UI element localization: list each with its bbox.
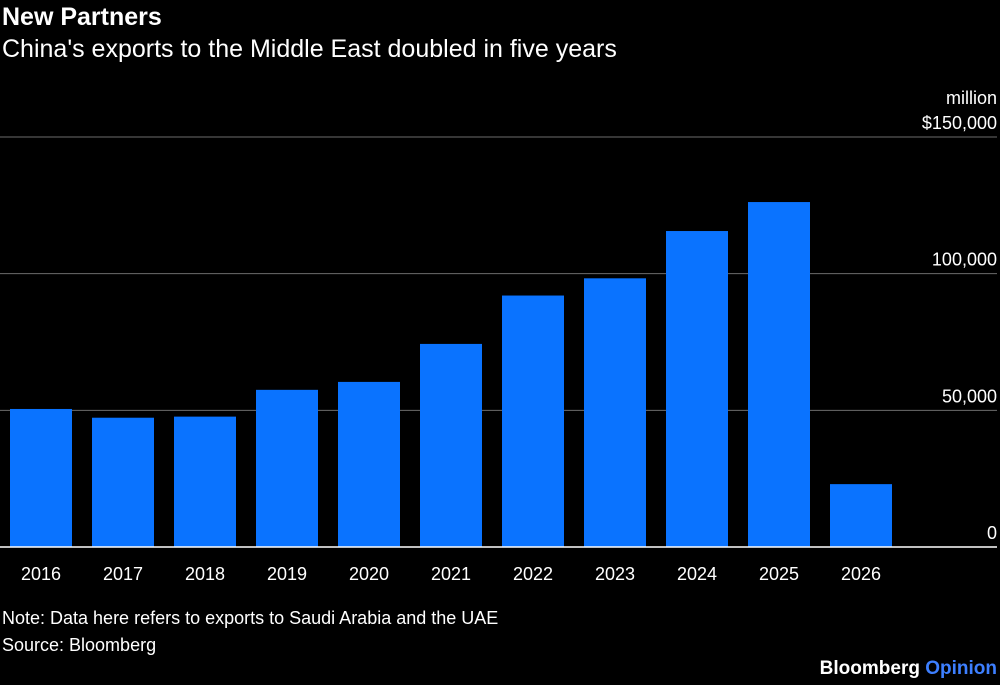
bar-2018 [174, 416, 236, 547]
brand-section: Opinion [925, 658, 997, 679]
bar-2016 [10, 408, 72, 547]
x-tick-label: 2019 [267, 564, 307, 584]
bar-2025 [748, 202, 810, 547]
x-tick-label: 2024 [677, 564, 717, 584]
bar-2024 [666, 231, 728, 547]
x-tick-label: 2023 [595, 564, 635, 584]
x-tick-label: 2021 [431, 564, 471, 584]
y-tick-label: 100,000 [932, 250, 997, 270]
bar-2023 [584, 278, 646, 547]
y-tick-label: 50,000 [942, 386, 997, 406]
gridlines [0, 136, 997, 411]
chart-footnotes: Note: Data here refers to exports to Sau… [2, 605, 498, 659]
axes: 0 50,000 100,000 $150,000 million 2016 2017 201… [0, 88, 997, 584]
y-axis-unit-label: million [946, 88, 997, 108]
x-tick-label: 2025 [759, 564, 799, 584]
y-tick-label: 0 [987, 523, 997, 543]
bar-2020 [338, 381, 400, 547]
chart-subtitle: China's exports to the Middle East doubl… [2, 35, 617, 63]
chart-title: New Partners [2, 3, 162, 31]
y-tick-label: $150,000 [922, 113, 997, 133]
chart-note: Note: Data here refers to exports to Sau… [2, 608, 499, 628]
bar-chart: 0 50,000 100,000 $150,000 million 2016 2017 201… [0, 88, 997, 584]
bar-2017 [92, 417, 154, 547]
bar-2019 [256, 389, 318, 547]
bar-2022 [502, 295, 564, 547]
brand-logo: Bloomberg Opinion [820, 658, 997, 680]
x-tick-label: 2020 [349, 564, 389, 584]
x-tick-label: 2017 [103, 564, 143, 584]
bar-2021 [420, 343, 482, 547]
x-tick-label: 2018 [185, 564, 225, 584]
bar-2026 [830, 484, 892, 547]
x-tick-label: 2026 [841, 564, 881, 584]
x-tick-label: 2022 [513, 564, 553, 584]
brand-name: Bloomberg [819, 658, 920, 679]
chart-source: Source: Bloomberg [2, 635, 157, 655]
x-tick-label: 2016 [21, 564, 61, 584]
bars [10, 202, 892, 547]
